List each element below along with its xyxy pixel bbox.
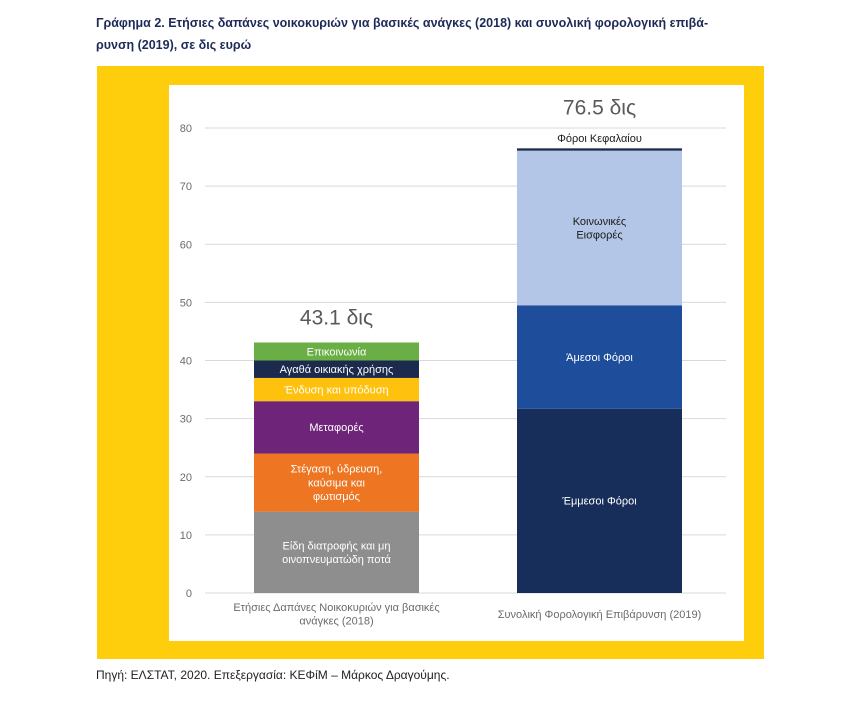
segment-label: Κοινωνικές Εισφορές — [573, 216, 627, 242]
y-tick-label: 10 — [180, 530, 192, 542]
bar-segment — [517, 305, 682, 409]
bar-segment — [517, 150, 682, 306]
y-tick-label: 50 — [180, 297, 192, 309]
x-category-label: Ετήσιες Δαπάνες Νοικοκυριών για βασικές α… — [233, 602, 439, 628]
segment-label: Μεταφορές — [309, 422, 363, 434]
y-tick-label: 80 — [180, 123, 192, 135]
segment-label: Ένδυση και υπόδυση — [283, 384, 388, 396]
bar-segment — [254, 342, 419, 361]
segment-label: Έμμεσοι Φόροι — [561, 496, 637, 508]
chart-title: Γράφημα 2. Ετήσιες δαπάνες νοικοκυριών γ… — [96, 16, 709, 52]
segment-label: Αγαθά οικιακής χρήσης — [280, 364, 394, 376]
bar-total-label: 43.1 δις — [300, 306, 373, 329]
y-tick-label: 0 — [186, 588, 192, 600]
segment-label: Άμεσοι Φόροι — [566, 352, 633, 364]
x-category-label: Συνολική Φορολογική Επιβάρυνση (2019) — [498, 609, 702, 621]
y-tick-label: 40 — [180, 356, 192, 368]
bar-segment — [254, 401, 419, 454]
bar-total-label: 76.5 δις — [563, 96, 636, 119]
bar-segment — [254, 453, 419, 512]
segment-label: Στέγαση, ύδρευση, καύσιμα και φωτισμός — [291, 464, 383, 504]
y-tick-label: 30 — [180, 414, 192, 426]
source-note: Πηγή: ΕΛΣΤΑΤ, 2020. Επεξεργασία: ΚΕΦίΜ –… — [96, 668, 450, 682]
y-tick-label: 20 — [180, 472, 192, 484]
bar-segment — [517, 148, 682, 151]
bar-segment — [254, 377, 419, 402]
bar-segment — [517, 408, 682, 593]
y-tick-label: 70 — [180, 181, 192, 193]
segment-label: Επικοινωνία — [307, 346, 367, 358]
y-tick-label: 60 — [180, 239, 192, 251]
segment-label: Είδη διατροφής και μη οινοπνευματώδη ποτά — [282, 540, 391, 566]
segment-label: Φόροι Κεφαλαίου — [557, 133, 642, 145]
bar-segment — [254, 511, 419, 593]
bar-segment — [254, 360, 419, 378]
